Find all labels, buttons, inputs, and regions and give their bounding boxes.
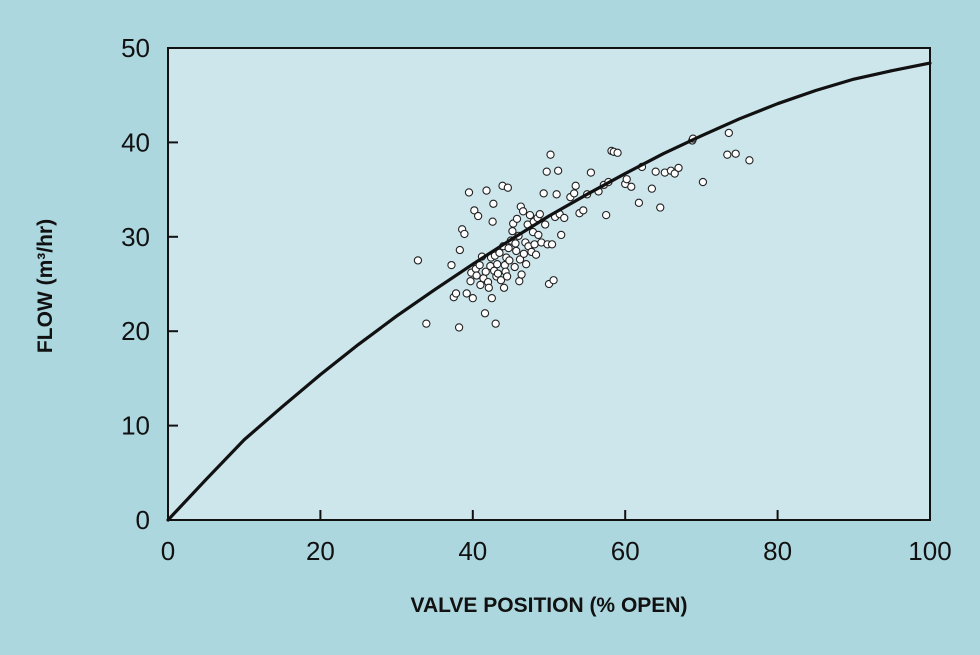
scatter-point xyxy=(674,163,683,173)
scatter-point xyxy=(484,283,493,292)
scatter-point xyxy=(602,210,611,220)
scatter-point xyxy=(670,169,679,178)
scatter-point xyxy=(413,256,423,265)
scatter-point xyxy=(473,211,483,221)
scatter-point xyxy=(510,262,519,272)
scatter-point xyxy=(525,210,535,220)
y-tick-label: 40 xyxy=(121,127,150,157)
scatter-point xyxy=(499,283,509,292)
scatter-point xyxy=(539,189,548,198)
scatter-point xyxy=(480,309,490,318)
scatter-point xyxy=(557,230,566,240)
scatter-point xyxy=(491,319,500,328)
scatter-point xyxy=(535,209,545,219)
scatter-point xyxy=(487,294,496,303)
x-tick-label: 60 xyxy=(611,536,640,566)
scatter-point xyxy=(488,217,497,226)
scatter-point xyxy=(579,206,588,215)
scatter-point xyxy=(586,168,596,177)
scatter-point xyxy=(493,260,502,269)
scatter-point xyxy=(515,255,525,264)
scatter-point xyxy=(454,323,464,332)
scatter-point xyxy=(634,198,644,207)
y-tick-label: 30 xyxy=(121,222,150,252)
scatter-point xyxy=(505,256,514,265)
scatter-point xyxy=(541,220,550,229)
scatter-point xyxy=(466,277,475,286)
scatter-point xyxy=(519,249,529,258)
scatter-point xyxy=(613,148,622,157)
scatter-point xyxy=(512,214,522,224)
scatter-point xyxy=(723,150,732,159)
scatter-point xyxy=(745,156,754,165)
scatter-point xyxy=(455,245,464,255)
fit-curve-series xyxy=(166,61,932,522)
scatter-point xyxy=(651,167,660,176)
scatter-point xyxy=(476,280,485,290)
scatter-point xyxy=(464,188,474,197)
scatter-point xyxy=(508,226,517,236)
scatter-point xyxy=(530,240,539,249)
scatter-point xyxy=(495,248,504,257)
scatter-point xyxy=(481,267,490,276)
scatter-point xyxy=(517,270,526,279)
scatter-point xyxy=(656,203,665,212)
x-tick-label: 40 xyxy=(458,536,487,566)
x-axis-title: VALVE POSITION (% OPEN) xyxy=(411,594,688,617)
x-tick-label: 100 xyxy=(908,536,951,566)
scatter-point xyxy=(547,240,557,249)
scatter-point xyxy=(472,271,481,280)
scatter-point xyxy=(731,149,740,158)
scatter-point xyxy=(468,294,477,303)
scatter-point xyxy=(511,239,520,248)
x-tick-label: 80 xyxy=(763,536,792,566)
scatter-point xyxy=(470,206,479,215)
y-tick-label: 10 xyxy=(121,411,150,441)
scatter-point xyxy=(627,182,636,191)
scatter-point xyxy=(489,199,498,208)
x-tick-label: 0 xyxy=(161,536,175,566)
scatter-point xyxy=(521,260,531,269)
scatter-point xyxy=(549,276,558,285)
scatter-point xyxy=(571,181,580,190)
scatter-point xyxy=(569,189,579,198)
scatter-point xyxy=(502,272,512,281)
x-tick-label: 20 xyxy=(306,536,335,566)
scatter-point xyxy=(531,250,541,259)
scatter-point xyxy=(647,184,657,193)
y-tick-label: 0 xyxy=(136,505,150,535)
scatter-point xyxy=(560,213,569,223)
fit-curve-line xyxy=(166,61,932,522)
scatter-point xyxy=(552,190,561,199)
scatter-point xyxy=(422,319,431,328)
scatter-point xyxy=(546,150,555,159)
scatter-series xyxy=(413,128,754,332)
scatter-point xyxy=(553,166,563,175)
scatter-point xyxy=(451,289,461,298)
y-axis-title: FLOW (m³/hr) xyxy=(34,219,57,353)
scatter-point xyxy=(518,207,528,216)
scatter-point xyxy=(622,175,631,184)
scatter-point xyxy=(504,243,513,253)
y-axis: 0 10 20 30 40 50 xyxy=(121,33,178,535)
scatter-point xyxy=(493,269,503,278)
scatter-point xyxy=(462,289,471,298)
scatter-point xyxy=(496,276,506,285)
y-tick-label: 20 xyxy=(121,316,150,346)
scatter-point xyxy=(534,230,543,240)
x-axis: 0 20 40 60 80 100 xyxy=(161,510,952,566)
scatter-point xyxy=(724,128,733,138)
scatter-point xyxy=(503,183,513,192)
scatter-point xyxy=(447,260,456,270)
y-tick-label: 50 xyxy=(121,33,150,63)
scatter-point xyxy=(512,246,521,256)
scatter-point xyxy=(698,177,708,187)
scatter-point xyxy=(542,167,551,176)
scatter-point xyxy=(460,229,469,239)
scatter-point xyxy=(482,186,491,195)
